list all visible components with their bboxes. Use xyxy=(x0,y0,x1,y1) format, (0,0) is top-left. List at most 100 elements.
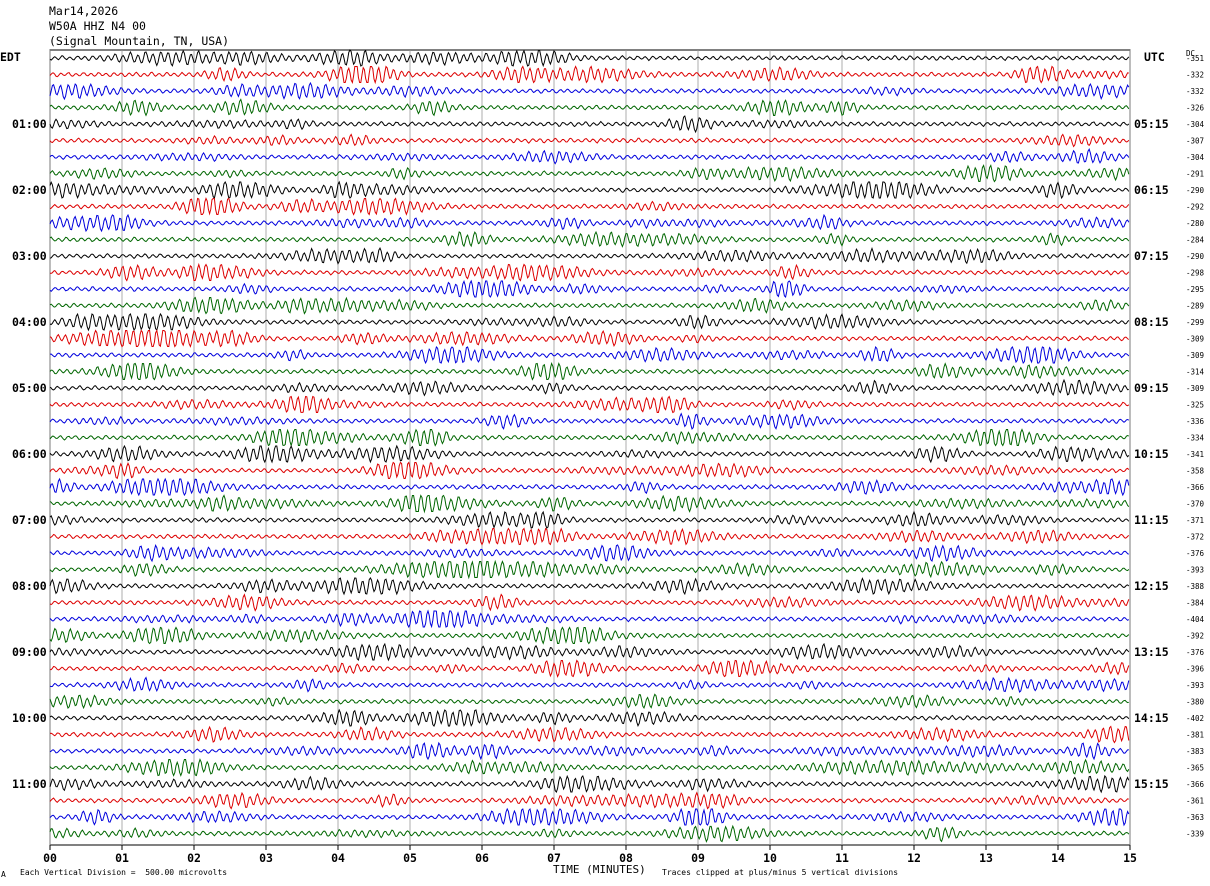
dc-offset-label: -363 xyxy=(1186,813,1204,822)
x-tick-label: 15 xyxy=(1123,851,1137,865)
x-tick-label: 11 xyxy=(835,851,849,865)
trace-line xyxy=(49,544,1129,563)
corner-mark: A xyxy=(1,870,6,879)
trace-line xyxy=(49,180,1130,200)
left-hour-label: 06:00 xyxy=(12,447,47,461)
trace-line xyxy=(49,609,1130,629)
dc-offset-label: -392 xyxy=(1186,632,1204,641)
trace-line xyxy=(49,642,1130,662)
dc-offset-label: -295 xyxy=(1186,285,1204,294)
x-tick-label: 12 xyxy=(907,851,921,865)
left-hour-label: 10:00 xyxy=(12,711,47,725)
x-tick-label: 09 xyxy=(691,851,705,865)
dc-offset-label: -284 xyxy=(1186,236,1205,245)
trace-line xyxy=(49,693,1129,710)
dc-offset-label: -393 xyxy=(1186,681,1204,690)
trace-line xyxy=(49,577,1130,596)
trace-line xyxy=(49,147,1130,165)
trace-line xyxy=(49,824,1130,843)
dc-offset-label: -325 xyxy=(1186,401,1204,410)
dc-offset-label: -334 xyxy=(1186,434,1205,443)
x-tick-label: 03 xyxy=(259,851,273,865)
x-tick-label: 13 xyxy=(979,851,993,865)
dc-offset-label: -341 xyxy=(1186,450,1204,459)
trace-line xyxy=(49,461,1130,480)
dc-offset-label: -332 xyxy=(1186,87,1204,96)
trace-line xyxy=(50,659,1130,678)
dc-offset-label: -372 xyxy=(1186,533,1204,542)
x-tick-label: 05 xyxy=(403,851,417,865)
trace-line xyxy=(49,395,1130,414)
dc-offset-label: -393 xyxy=(1186,566,1204,575)
dc-offset-label: -380 xyxy=(1186,698,1205,707)
right-hour-label: 13:15 xyxy=(1134,645,1169,659)
x-tick-label: 02 xyxy=(187,851,201,865)
right-hour-label: 06:15 xyxy=(1134,183,1169,197)
dc-offset-label: -404 xyxy=(1186,615,1205,624)
trace-line xyxy=(49,444,1130,464)
grid-lines xyxy=(49,49,1131,850)
dc-offset-label: -336 xyxy=(1186,417,1205,426)
dc-offset-label: -388 xyxy=(1186,582,1205,591)
left-hour-label: 11:00 xyxy=(12,777,47,791)
right-hour-label: 09:15 xyxy=(1134,381,1169,395)
trace-line xyxy=(49,81,1130,101)
x-tick-label: 04 xyxy=(331,851,345,865)
left-hour-label: 08:00 xyxy=(12,579,47,593)
header-station: W50A HHZ N4 00 xyxy=(49,19,146,33)
trace-line xyxy=(49,559,1130,580)
dc-offset-label: -299 xyxy=(1186,318,1204,327)
x-tick-label: 10 xyxy=(763,851,777,865)
dc-offset-label: -361 xyxy=(1186,797,1204,806)
dc-offset-label: -280 xyxy=(1186,219,1205,228)
dc-offset-label: -384 xyxy=(1186,599,1205,608)
right-hour-label: 11:15 xyxy=(1134,513,1169,527)
trace-line xyxy=(49,527,1130,546)
dc-offset-label: -292 xyxy=(1186,203,1204,212)
right-timezone-label: UTC xyxy=(1144,50,1165,64)
left-hour-label: 01:00 xyxy=(12,117,47,131)
trace-line xyxy=(49,477,1130,497)
dc-offset-label: -304 xyxy=(1186,153,1205,162)
trace-line xyxy=(49,312,1130,332)
scale-note: Each Vertical Division = 500.00 microvol… xyxy=(20,868,228,877)
trace-line xyxy=(49,164,1130,183)
dc-offset-label: -332 xyxy=(1186,71,1204,80)
trace-line xyxy=(49,741,1129,761)
dc-offset-label: -381 xyxy=(1186,731,1204,740)
x-axis-title: TIME (MINUTES) xyxy=(553,863,646,876)
dc-header-label: DC xyxy=(1186,49,1195,58)
right-hour-label: 12:15 xyxy=(1134,579,1169,593)
trace-line xyxy=(49,197,1130,216)
dc-offset-label: -309 xyxy=(1186,351,1204,360)
x-tick-label: 06 xyxy=(475,851,489,865)
trace-line xyxy=(49,626,1130,645)
trace-line xyxy=(49,345,1130,365)
right-hour-label: 05:15 xyxy=(1134,117,1169,131)
trace-line xyxy=(49,329,1130,348)
dc-offset-label: -339 xyxy=(1186,830,1204,839)
trace-line xyxy=(49,133,1130,148)
x-tick-label: 00 xyxy=(43,851,57,865)
trace-line xyxy=(49,49,1130,68)
right-hour-label: 10:15 xyxy=(1134,447,1169,461)
left-timezone-label: EDT xyxy=(0,50,21,64)
dc-offset-label: -309 xyxy=(1186,335,1204,344)
dc-offset-label: -358 xyxy=(1186,467,1205,476)
dc-offset-label: -307 xyxy=(1186,137,1204,146)
dc-offset-label: -298 xyxy=(1186,269,1205,278)
dc-offset-label: -366 xyxy=(1186,483,1205,492)
dc-offset-label: -396 xyxy=(1186,665,1205,674)
trace-line xyxy=(49,378,1129,397)
trace-line xyxy=(49,510,1130,529)
x-tick-label: 01 xyxy=(115,851,129,865)
trace-line xyxy=(49,362,1130,381)
trace-line xyxy=(49,758,1130,777)
trace-line xyxy=(49,115,1130,134)
dc-offset-label: -326 xyxy=(1186,104,1205,113)
trace-line xyxy=(49,65,1129,85)
header-location: (Signal Mountain, TN, USA) xyxy=(49,34,230,48)
dc-offset-label: -290 xyxy=(1186,252,1205,261)
trace-line xyxy=(49,98,1130,117)
